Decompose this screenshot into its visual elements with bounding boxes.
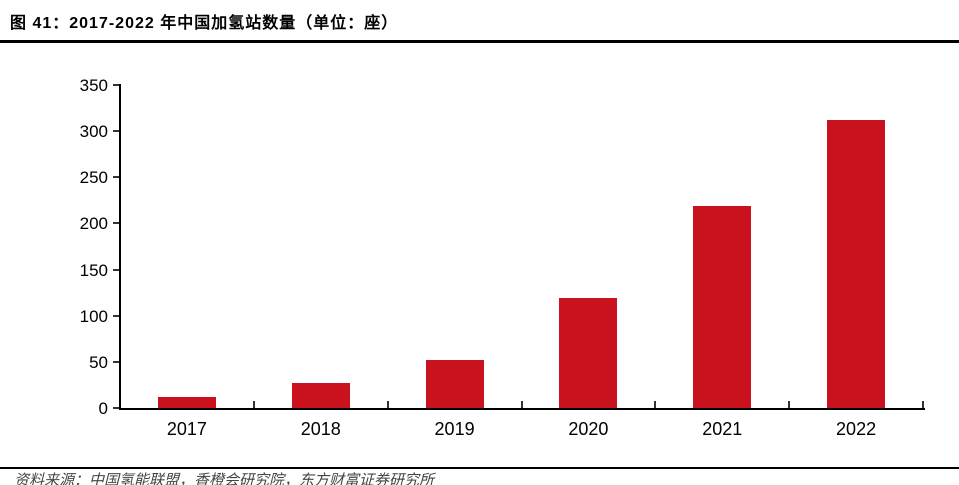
y-axis-tick-label: 100 — [79, 306, 108, 326]
bar-2021 — [693, 205, 752, 408]
x-axis-label-2017: 2017 — [166, 419, 207, 439]
y-axis-tick-label: 50 — [89, 352, 108, 372]
x-axis-tick — [386, 401, 389, 408]
title-divider-rule — [0, 40, 959, 43]
bar-2019 — [425, 360, 484, 408]
y-axis-tick-label: 350 — [79, 76, 108, 95]
x-axis-tick — [922, 401, 924, 408]
bar-2017 — [157, 396, 216, 408]
y-axis-tick — [113, 360, 119, 363]
y-axis-tick-label: 250 — [79, 168, 108, 188]
x-axis-tick — [788, 401, 791, 408]
bar-2022 — [827, 120, 886, 408]
x-axis-tick — [654, 401, 657, 408]
x-axis-tick — [520, 401, 523, 408]
y-axis-tick — [113, 84, 119, 86]
y-axis-tick-label: 150 — [79, 260, 108, 280]
x-axis-label-2022: 2022 — [836, 419, 877, 439]
x-axis-label-2020: 2020 — [568, 419, 609, 439]
bar-2020 — [559, 298, 618, 408]
y-axis-tick — [113, 268, 119, 271]
y-axis-tick — [113, 176, 119, 179]
footer-divider-rule — [0, 467, 959, 469]
y-axis-tick — [113, 130, 119, 133]
bar-2018 — [291, 383, 350, 408]
y-axis-tick-label: 300 — [79, 122, 108, 142]
x-axis-tick — [252, 401, 255, 408]
y-axis-tick — [113, 314, 119, 317]
y-axis-tick-label: 0 — [98, 399, 108, 418]
source-note: 资料来源：中国氢能联盟，香橙会研究院，东方财富证券研究所 — [14, 473, 435, 485]
figure-title: 图 41：2017-2022 年中国加氢站数量（单位：座） — [10, 15, 399, 32]
x-axis-label-2019: 2019 — [434, 419, 475, 439]
y-axis-tick-label: 200 — [79, 214, 108, 234]
y-axis-tick — [113, 222, 119, 225]
x-axis-line — [119, 408, 925, 410]
y-axis-tick — [113, 407, 119, 409]
x-axis-label-2018: 2018 — [300, 419, 341, 439]
x-axis-label-2021: 2021 — [702, 419, 743, 439]
y-axis-line — [119, 84, 121, 410]
